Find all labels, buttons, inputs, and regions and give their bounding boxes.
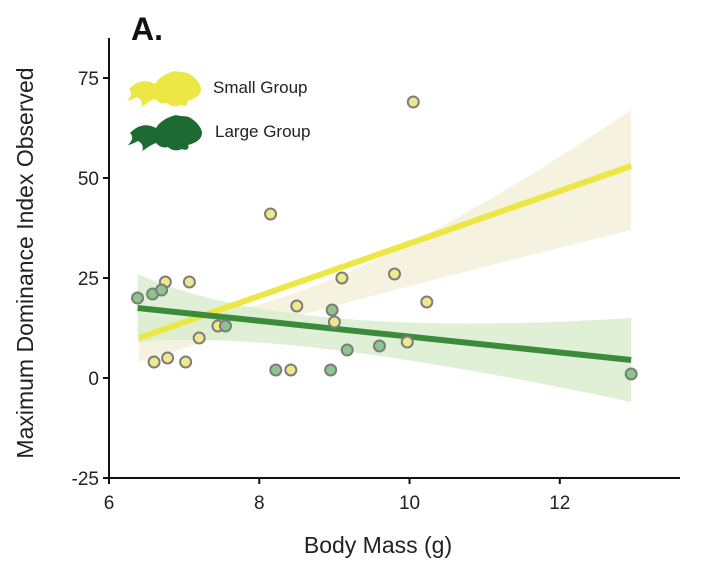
large-group-point [624,367,638,381]
small-group-point [420,295,434,309]
small-group-point [284,363,298,377]
panel-label: A. [131,11,163,47]
small-group-fit-line [138,163,633,341]
large-group-fit-line [137,305,632,363]
y-tick-label: 75 [78,69,99,90]
small-group-point [147,355,161,369]
x-axis-title: Body Mass (g) [304,532,452,558]
legend-item-large-group: Large Group [128,115,310,151]
y-axis-title: Maximum Dominance Index Observed [12,67,38,458]
legend: Small Group Large Group [127,71,310,151]
large-group-point [131,291,145,305]
large-group-point [324,363,338,377]
y-tick-label: -25 [72,469,99,490]
small-group-point [264,207,278,221]
large-group-point [325,303,339,317]
x-axis-ticks: 6 8 10 12 [104,478,570,514]
small-group-point [400,335,414,349]
y-axis-ticks: -25 0 25 50 75 [72,69,109,490]
x-tick-label: 12 [549,493,570,514]
x-tick-label: 8 [254,493,265,514]
small-group-point [182,275,196,289]
large-group-point [155,283,169,297]
small-group-point [290,299,304,313]
y-tick-label: 0 [88,369,99,390]
legend-item-small-group: Small Group [127,71,307,107]
small-group-point [335,271,349,285]
x-tick-label: 6 [104,493,115,514]
small-group-point [179,355,193,369]
y-tick-label: 50 [78,169,99,190]
large-group-confidence-band [137,274,632,402]
large-group-point [269,363,283,377]
y-tick-label: 25 [78,269,99,290]
fish-icon [128,115,202,151]
small-group-point [161,351,175,365]
large-group-points [131,283,638,381]
large-group-point [340,343,354,357]
large-group-point [372,339,386,353]
legend-label-large-group: Large Group [215,122,310,141]
legend-label-small-group: Small Group [213,78,307,97]
fish-icon [127,71,201,107]
small-group-point [406,95,420,109]
small-group-points [147,95,434,377]
small-group-point [192,331,206,345]
small-group-point [327,315,341,329]
x-tick-label: 10 [399,493,420,514]
large-group-point [218,319,232,333]
small-group-point [388,267,401,281]
